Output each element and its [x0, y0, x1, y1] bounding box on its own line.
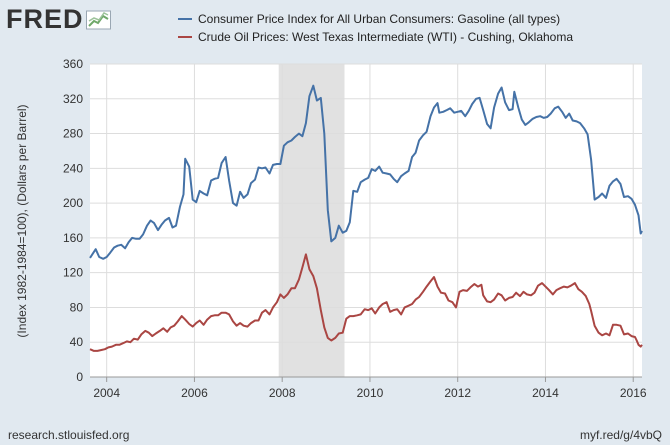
fred-logo[interactable]: FRED — [6, 4, 112, 35]
short-link[interactable]: myf.red/g/4vbQ — [579, 428, 662, 442]
axes: 0 40 80 120 160 200 240 280 320 360 2004 2006 2008 20… — [63, 57, 647, 400]
x-tick-label-2004: 2004 — [93, 386, 120, 400]
legend-item-oil[interactable]: Crude Oil Prices: West Texas Intermediat… — [178, 28, 573, 46]
x-tick-label-2010: 2010 — [357, 386, 384, 400]
y-tick-label-200: 200 — [63, 196, 83, 210]
y-tick-label-240: 240 — [63, 161, 83, 175]
legend-swatch-gasoline — [178, 18, 192, 20]
y-tick-label-320: 320 — [63, 92, 83, 106]
legend-label-gasoline: Consumer Price Index for All Urban Consu… — [198, 12, 561, 26]
y-tick-label-80: 80 — [70, 300, 84, 314]
recession-band-0 — [278, 64, 345, 377]
y-tick-label-280: 280 — [63, 127, 83, 141]
legend-item-gasoline[interactable]: Consumer Price Index for All Urban Consu… — [178, 10, 573, 28]
chart-legend: Consumer Price Index for All Urban Consu… — [178, 10, 573, 46]
x-tick-label-2014: 2014 — [532, 386, 559, 400]
y-axis-label: (Index 1982-1984=100), (Dollars per Barr… — [15, 104, 29, 337]
y-tick-label-0: 0 — [76, 370, 83, 384]
source-link[interactable]: research.stlouisfed.org — [8, 428, 130, 442]
logo-text: FRED — [6, 4, 84, 34]
x-tick-label-2016: 2016 — [620, 386, 647, 400]
y-tick-label-160: 160 — [63, 231, 83, 245]
series-lines — [89, 84, 643, 352]
legend-swatch-oil — [178, 36, 192, 38]
recession-bands — [278, 64, 345, 377]
chart-line-icon — [85, 10, 111, 29]
x-tick-label-2008: 2008 — [269, 386, 296, 400]
series-line-gasoline — [89, 84, 643, 260]
y-tick-label-40: 40 — [70, 335, 84, 349]
series-line-oil — [89, 253, 643, 352]
x-tick-label-2012: 2012 — [444, 386, 471, 400]
x-tick-label-2006: 2006 — [181, 386, 208, 400]
plot-area — [90, 64, 642, 377]
y-tick-label-360: 360 — [63, 57, 83, 71]
y-tick-label-120: 120 — [63, 266, 83, 280]
legend-label-oil: Crude Oil Prices: West Texas Intermediat… — [198, 30, 574, 44]
